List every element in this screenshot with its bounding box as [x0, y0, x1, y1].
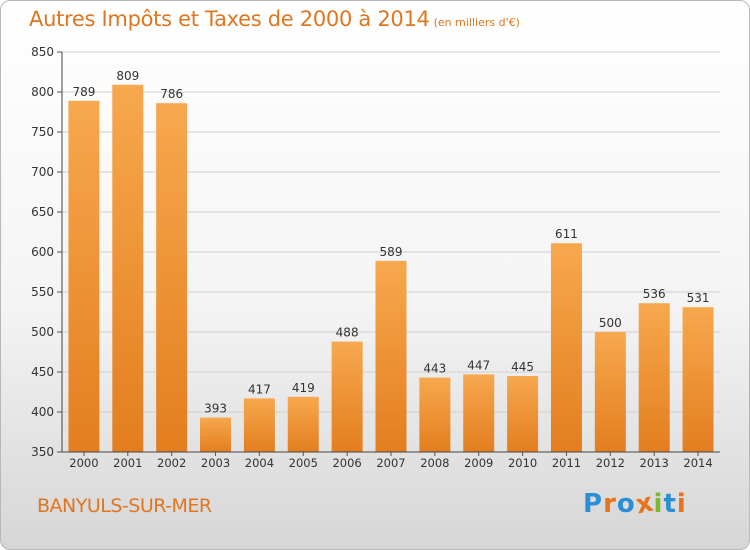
bar-2000 [68, 100, 100, 453]
logo-letter: i [676, 489, 687, 519]
chart-title: Autres Impôts et Taxes de 2000 à 2014 (en… [29, 7, 520, 31]
x-tick-label-2010: 2010 [508, 456, 537, 470]
bar-2004 [243, 398, 275, 452]
y-tick-label: 500 [31, 325, 54, 339]
y-tick-label: 650 [31, 205, 54, 219]
bar-2006 [331, 341, 363, 452]
x-tick-label-2009: 2009 [464, 456, 493, 470]
x-tick-label-2000: 2000 [69, 456, 98, 470]
chart-subtitle: (en milliers d'€) [433, 16, 520, 29]
x-tick-label-2007: 2007 [376, 456, 405, 470]
data-label-2008: 443 [423, 362, 446, 376]
data-label-2002: 786 [160, 87, 183, 101]
y-tick-label: 850 [31, 45, 54, 59]
x-tick-label-2013: 2013 [640, 456, 669, 470]
data-label-2000: 789 [72, 85, 95, 99]
logo-letter: i [653, 489, 664, 519]
bar-2002 [156, 103, 188, 452]
bar-2012 [594, 332, 626, 452]
x-tick-label-2003: 2003 [201, 456, 230, 470]
bar-2013 [638, 303, 670, 452]
y-tick-label: 350 [31, 445, 54, 459]
x-tick-label-2008: 2008 [420, 456, 449, 470]
data-label-2004: 417 [248, 382, 271, 396]
data-label-2009: 447 [467, 358, 490, 372]
bar-2008 [419, 377, 451, 452]
bar-2011 [550, 243, 582, 452]
data-label-2006: 488 [336, 326, 359, 340]
x-tick-label-2001: 2001 [113, 456, 142, 470]
y-tick-label: 400 [31, 405, 54, 419]
data-label-2013: 536 [643, 287, 666, 301]
x-tick-label-2011: 2011 [552, 456, 581, 470]
x-tick-label-2004: 2004 [245, 456, 274, 470]
bars [68, 84, 714, 453]
y-tick-label: 750 [31, 125, 54, 139]
y-tick-label: 700 [31, 165, 54, 179]
proxiti-logo: Proxiti [583, 487, 687, 520]
bar-2010 [507, 376, 539, 452]
x-tick-label-2014: 2014 [683, 456, 712, 470]
data-label-2003: 393 [204, 402, 227, 416]
data-label-2007: 589 [380, 245, 403, 259]
y-tick-label: 800 [31, 85, 54, 99]
x-axis-ticks: 2000 2001 2002 2003 2004 2005 2006 2007 2008 2009… [69, 452, 713, 470]
logo-letter: o [616, 489, 636, 519]
bar-2014 [682, 307, 714, 452]
y-tick-label: 550 [31, 285, 54, 299]
x-tick-label-2006: 2006 [332, 456, 361, 470]
logo-letter: r [603, 489, 617, 519]
x-tick-label-2002: 2002 [157, 456, 186, 470]
x-tick-label-2012: 2012 [596, 456, 625, 470]
town-name: BANYULS-SUR-MER [37, 495, 212, 517]
data-label-2014: 531 [687, 291, 710, 305]
bar-2001 [112, 84, 144, 453]
y-tick-label: 600 [31, 245, 54, 259]
bar-2003 [200, 417, 232, 452]
bar-2009 [463, 374, 495, 452]
data-label-2010: 445 [511, 360, 534, 374]
bar-2005 [287, 396, 319, 452]
logo-letter: t [663, 489, 677, 519]
data-label-2011: 611 [555, 227, 578, 241]
y-tick-label: 450 [31, 365, 54, 379]
x-tick-label-2005: 2005 [289, 456, 318, 470]
data-label-2012: 500 [599, 316, 622, 330]
data-label-2005: 419 [292, 381, 315, 395]
data-labels: 789 809 786 393 417 419 488 589 443 447 445 611 500 5… [72, 69, 709, 416]
data-label-2001: 809 [116, 69, 139, 83]
chart-title-text: Autres Impôts et Taxes de 2000 à 2014 [29, 7, 430, 31]
y-axis-ticks: 350 400 450 500 550 600 650 700 750 800 850 [31, 45, 62, 459]
logo-letter: P [583, 489, 604, 519]
bar-2007 [375, 260, 407, 452]
